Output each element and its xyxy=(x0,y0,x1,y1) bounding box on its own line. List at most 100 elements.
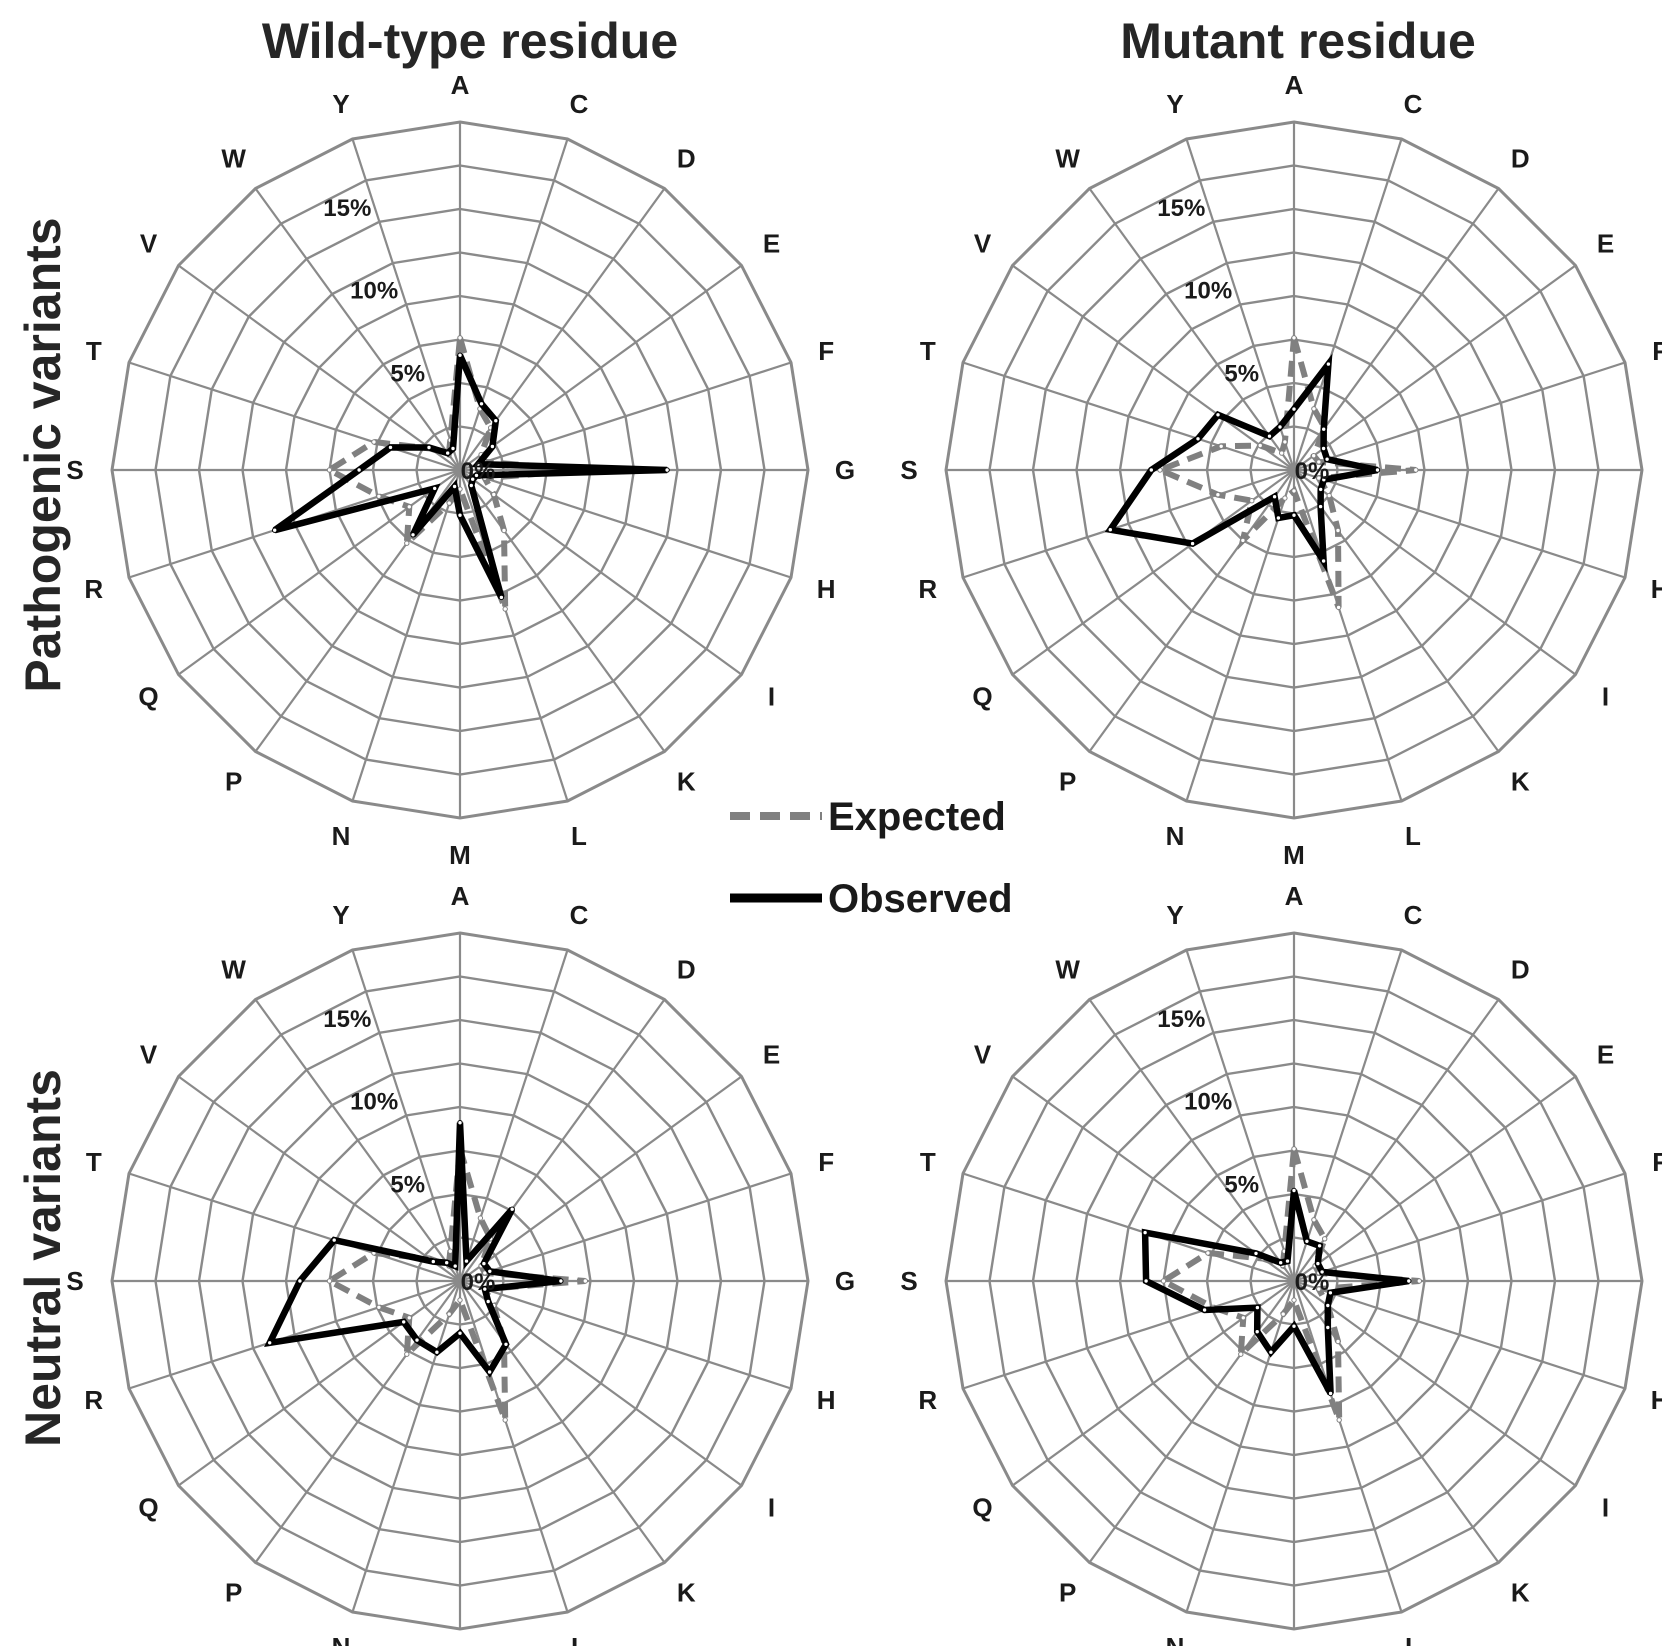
category-label-K: K xyxy=(1511,1578,1530,1608)
expected-data-point xyxy=(1311,453,1317,459)
expected-data-point xyxy=(502,606,508,612)
observed-data-point xyxy=(444,1260,450,1266)
expected-data-point xyxy=(1335,604,1342,611)
category-label-H: H xyxy=(1651,1385,1662,1415)
category-label-Y: Y xyxy=(1166,900,1183,930)
radar-panel-wildtype-pathogenic: A C D E F G H I K L M N P Q R S T V W Y 0% 5% 10% 15% xyxy=(66,70,855,870)
expected-data-point xyxy=(1316,459,1322,465)
radar-spoke xyxy=(1293,998,1500,1282)
category-label-K: K xyxy=(677,767,696,797)
radar-spoke xyxy=(459,1172,792,1283)
observed-data-point xyxy=(452,1263,458,1269)
expected-data-point xyxy=(406,1315,412,1321)
expected-data-point xyxy=(1205,1250,1211,1256)
expected-data-point xyxy=(1326,492,1332,499)
radar-spoke xyxy=(459,1279,792,1390)
observed-data-point xyxy=(410,532,416,538)
expected-data-point xyxy=(1311,406,1317,412)
observed-data-point xyxy=(1325,1302,1331,1309)
observed-data-point xyxy=(1254,1304,1261,1311)
observed-data-point xyxy=(445,450,451,456)
radar-spoke xyxy=(1293,361,1626,472)
radial-tick-label: 10% xyxy=(1184,1089,1232,1116)
radar-spoke xyxy=(459,1280,666,1564)
category-label-E: E xyxy=(763,229,780,259)
category-label-D: D xyxy=(677,144,696,174)
observed-data-point xyxy=(1320,558,1327,564)
category-label-F: F xyxy=(1652,336,1662,366)
observed-data-point xyxy=(1275,515,1282,521)
radar-spoke xyxy=(1293,1279,1626,1390)
radar-spoke xyxy=(459,469,666,753)
column-title-wild-type: Wild-type residue xyxy=(262,13,678,69)
category-label-R: R xyxy=(918,1385,937,1415)
category-label-D: D xyxy=(1511,955,1530,985)
radar-spoke xyxy=(1292,138,1403,471)
category-label-H: H xyxy=(817,574,836,604)
observed-data-point xyxy=(1321,426,1327,432)
radar-spoke xyxy=(1293,1075,1577,1282)
expected-data-point xyxy=(1249,498,1255,504)
observed-data-point xyxy=(1148,467,1155,473)
radar-spoke xyxy=(962,361,1295,472)
observed-data-point xyxy=(1325,1324,1331,1331)
radar-spoke xyxy=(459,469,743,676)
observed-data-point xyxy=(475,461,481,467)
observed-data-point xyxy=(493,418,499,424)
category-label-D: D xyxy=(1511,144,1530,174)
radar-spoke xyxy=(1292,1280,1403,1613)
category-label-F: F xyxy=(1652,1147,1662,1177)
category-label-E: E xyxy=(1597,1040,1614,1070)
legend: Expected Observed xyxy=(730,795,1013,921)
observed-data-point xyxy=(331,1237,337,1243)
expected-data-point xyxy=(376,493,382,499)
expected-data-point xyxy=(477,1215,484,1221)
category-label-P: P xyxy=(1059,767,1076,797)
observed-data-point xyxy=(387,444,394,451)
observed-data-point xyxy=(434,1349,440,1355)
category-label-I: I xyxy=(768,681,775,711)
category-label-A: A xyxy=(451,881,470,911)
expected-data-point xyxy=(1282,439,1288,445)
observed-data-point xyxy=(401,1319,407,1325)
expected-data-point xyxy=(1336,1417,1342,1423)
observed-data-point xyxy=(1291,1323,1297,1329)
observed-data-point xyxy=(473,472,480,479)
observed-data-point xyxy=(1189,540,1196,547)
radar-spoke xyxy=(351,949,462,1282)
observed-data-point xyxy=(498,594,505,601)
category-label-L: L xyxy=(571,1632,587,1646)
radar-spoke xyxy=(1185,138,1296,471)
radar-spoke xyxy=(1293,187,1500,471)
radar-spoke xyxy=(458,138,569,471)
category-label-V: V xyxy=(140,229,158,259)
expected-data-point xyxy=(501,527,507,534)
observed-data-point xyxy=(430,1258,436,1265)
category-label-T: T xyxy=(86,1147,102,1177)
radar-spoke xyxy=(1293,468,1626,579)
category-label-W: W xyxy=(1055,144,1080,174)
radial-tick-label: 10% xyxy=(350,278,398,305)
category-label-T: T xyxy=(920,336,936,366)
observed-data-point xyxy=(1254,1329,1260,1335)
expected-data-point xyxy=(1291,335,1297,341)
row-title-neutral: Neutral variants xyxy=(15,1069,71,1447)
expected-data-point xyxy=(1257,442,1263,449)
radial-tick-label: 15% xyxy=(323,1006,371,1033)
radar-spoke xyxy=(459,264,743,471)
expected-data-point xyxy=(1322,1236,1328,1242)
category-label-W: W xyxy=(221,955,246,985)
radar-spoke xyxy=(177,469,461,676)
category-label-N: N xyxy=(332,1632,351,1646)
radar-spoke xyxy=(254,187,461,471)
expected-data-point xyxy=(1280,1311,1286,1317)
observed-data-point xyxy=(1406,1278,1412,1284)
expected-data-point xyxy=(582,1278,588,1284)
observed-data-point xyxy=(457,1330,463,1336)
observed-data-point xyxy=(463,1258,470,1264)
expected-data-point xyxy=(1316,1286,1322,1292)
radar-spoke xyxy=(1088,998,1295,1282)
category-label-W: W xyxy=(221,144,246,174)
expected-data-point xyxy=(446,500,452,506)
